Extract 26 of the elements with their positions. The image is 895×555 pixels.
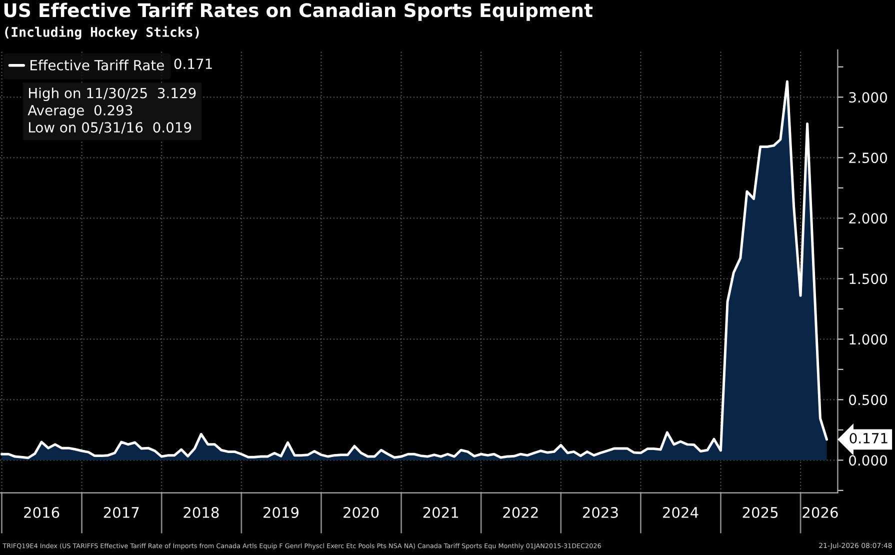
annotation: High on 11/30/25 3.129 <box>29 88 196 102</box>
x-tick-label: 2016 <box>24 506 60 518</box>
annotation: Average 0.293 <box>28 104 132 118</box>
x-tick-label: 2022 <box>503 506 538 518</box>
x-tick-label: 2019 <box>264 506 299 518</box>
y-tick-label: 1.000 <box>850 334 887 345</box>
chart-subtitle: (Including Hockey Sticks) <box>5 26 199 40</box>
x-tick-label: 2021 <box>423 506 458 518</box>
x-tick-label: 2025 <box>742 506 778 518</box>
x-tick-label: 2023 <box>582 506 618 518</box>
y-tick-label: 3.000 <box>849 92 887 103</box>
annotation: Low on 05/31/16 0.019 <box>29 122 192 134</box>
data-label: 0.171 <box>850 433 888 444</box>
y-tick-label: 1.500 <box>850 274 887 284</box>
x-tick-label: 2020 <box>344 506 379 518</box>
x-tick-label: 2026 <box>802 506 838 518</box>
legend-label: Effective Tariff Rate <box>30 60 164 70</box>
y-tick-label: 0.000 <box>849 455 887 466</box>
y-tick-label: 2.000 <box>849 213 887 224</box>
chart-title: US Effective Tariff Rates on Canadian Sports Equipment <box>4 2 593 21</box>
text: 0.171 <box>174 58 212 70</box>
x-tick-label: 2017 <box>104 506 139 518</box>
x-tick-label: 2024 <box>663 506 698 518</box>
y-tick-label: 2.500 <box>849 152 887 164</box>
x-tick-label: 2018 <box>184 506 219 518</box>
y-tick-label: 0.500 <box>849 394 887 406</box>
